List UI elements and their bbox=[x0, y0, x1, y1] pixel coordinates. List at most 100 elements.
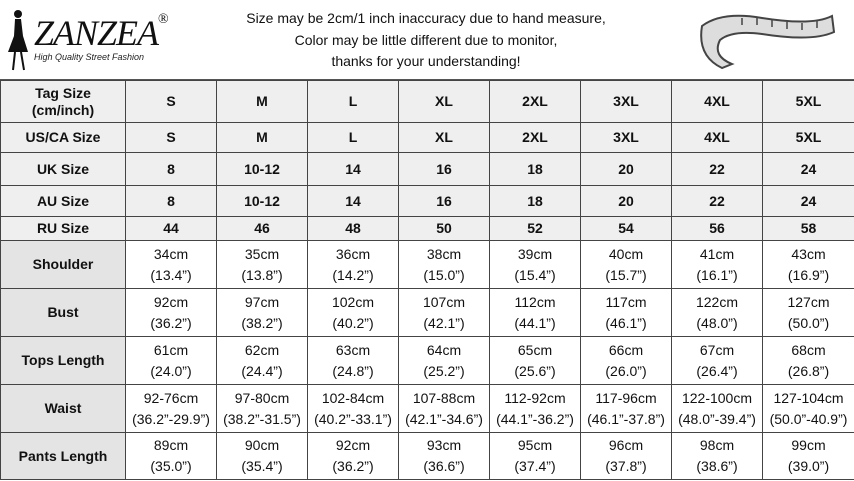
table-cell: 44 bbox=[125, 216, 217, 241]
cell-line: (15.4”) bbox=[514, 266, 556, 283]
cell-line: (44.1”-36.2”) bbox=[496, 410, 574, 427]
table-cell: 89cm (35.0”) bbox=[125, 432, 217, 480]
cell-line: 39cm bbox=[517, 245, 553, 262]
cell-line: (26.0”) bbox=[605, 362, 647, 379]
size-table: Tag Size (cm/inch) S M L XL 2XL 3XL 4XL 5XL US/CA … bbox=[0, 80, 854, 480]
table-cell: 5XL bbox=[762, 122, 854, 153]
row-label: Bust bbox=[0, 288, 126, 337]
table-row: US/CA Size S M L XL 2XL 3XL 4XL 5XL bbox=[0, 122, 854, 153]
cell-line: XL bbox=[435, 93, 453, 109]
cell-line: 2XL bbox=[522, 129, 548, 145]
cell-line: (42.1”-34.6”) bbox=[405, 410, 483, 427]
table-cell: 107-88cm (42.1”-34.6”) bbox=[398, 384, 490, 433]
cell-line: RU Size bbox=[36, 220, 90, 236]
cell-line: 8 bbox=[167, 160, 175, 177]
cell-line: (15.0”) bbox=[423, 266, 465, 283]
cell-line: (35.0”) bbox=[150, 458, 192, 474]
table-cell: 122-100cm (48.0”-39.4”) bbox=[671, 384, 763, 433]
table-cell: 39cm (15.4”) bbox=[489, 240, 581, 289]
tape-measure-icon bbox=[700, 14, 836, 70]
cell-line: 22 bbox=[709, 160, 725, 177]
cell-line: (16.9”) bbox=[787, 266, 830, 283]
table-cell: 5XL bbox=[762, 80, 854, 123]
table-row: UK Size 8 10-12 14 16 18 20 22 24 bbox=[0, 152, 854, 186]
cell-line: 3XL bbox=[613, 129, 639, 145]
row-label: Shoulder bbox=[0, 240, 126, 289]
cell-line: 4XL bbox=[704, 93, 730, 109]
table-cell: 97-80cm (38.2”-31.5”) bbox=[216, 384, 308, 433]
table-cell: 112cm (44.1”) bbox=[489, 288, 581, 337]
cell-line: (38.2”) bbox=[241, 314, 283, 331]
cell-line: 64cm bbox=[426, 341, 462, 358]
table-cell: 93cm (36.6”) bbox=[398, 432, 490, 480]
cell-line: AU Size bbox=[36, 192, 90, 209]
cell-line: 93cm bbox=[426, 437, 462, 453]
brand-name: ZANZEA bbox=[34, 13, 159, 53]
cell-line: Tag Size bbox=[35, 84, 91, 101]
cell-line: 24 bbox=[800, 160, 817, 177]
cell-line: (24.0”) bbox=[150, 362, 192, 379]
cell-line: Shoulder bbox=[32, 256, 94, 272]
cell-line: 58 bbox=[800, 220, 817, 236]
table-cell: 24 bbox=[762, 152, 854, 186]
table-cell: 8 bbox=[125, 152, 217, 186]
table-cell: 92cm (36.2”) bbox=[125, 288, 217, 337]
table-cell: 67cm (26.4”) bbox=[671, 336, 763, 385]
cell-line: 66cm bbox=[608, 341, 644, 358]
cell-line: (46.1”-37.8”) bbox=[587, 410, 665, 427]
cell-line: 90cm bbox=[244, 437, 280, 453]
row-label: UK Size bbox=[0, 152, 126, 186]
table-cell: 14 bbox=[307, 185, 399, 217]
cell-line: 61cm bbox=[153, 341, 189, 358]
notice: Size may be 2cm/1 inch inaccuracy due to… bbox=[200, 8, 652, 73]
cell-line: 46 bbox=[254, 220, 270, 236]
cell-line: (36.2”) bbox=[332, 458, 374, 474]
cell-line: (36.2”) bbox=[150, 314, 192, 331]
cell-line: 48 bbox=[345, 220, 361, 236]
cell-line: (16.1”) bbox=[696, 266, 738, 283]
table-cell: 22 bbox=[671, 185, 763, 217]
table-row: Bust 92cm (36.2”) 97cm (38.2”) 102cm (40.2”) 10… bbox=[0, 288, 854, 337]
cell-line: 16 bbox=[436, 192, 452, 209]
row-label: Tag Size (cm/inch) bbox=[0, 80, 126, 123]
cell-line: 8 bbox=[167, 192, 175, 209]
cell-line: (14.2”) bbox=[332, 266, 374, 283]
table-cell: 107cm (42.1”) bbox=[398, 288, 490, 337]
tagline: High Quality Street Fashion bbox=[34, 52, 145, 62]
notice-line: thanks for your understanding! bbox=[331, 53, 521, 69]
cell-line: 2XL bbox=[522, 93, 548, 109]
table-cell: 66cm (26.0”) bbox=[580, 336, 672, 385]
cell-line: (46.1”) bbox=[605, 314, 647, 331]
header: ZANZEA® High Quality Street Fashion Size… bbox=[0, 0, 854, 80]
table-cell: 96cm (37.8”) bbox=[580, 432, 672, 480]
table-cell: 62cm (24.4”) bbox=[216, 336, 308, 385]
cell-line: Waist bbox=[44, 400, 82, 416]
table-cell: 4XL bbox=[671, 80, 763, 123]
cell-line: 14 bbox=[345, 160, 361, 177]
cell-line: 98cm bbox=[699, 437, 735, 453]
registered-mark: ® bbox=[158, 12, 169, 27]
cell-line: 65cm bbox=[517, 341, 553, 358]
cell-line: 112cm bbox=[514, 293, 556, 310]
cell-line: 18 bbox=[527, 160, 543, 177]
table-cell: 102cm (40.2”) bbox=[307, 288, 399, 337]
cell-line: 122cm bbox=[695, 293, 739, 310]
cell-line: 5XL bbox=[795, 93, 822, 109]
table-cell: 50 bbox=[398, 216, 490, 241]
table-cell: 36cm (14.2”) bbox=[307, 240, 399, 289]
cell-line: L bbox=[348, 93, 358, 109]
table-cell: 40cm (15.7”) bbox=[580, 240, 672, 289]
table-cell: 14 bbox=[307, 152, 399, 186]
table-cell: 98cm (38.6”) bbox=[671, 432, 763, 480]
cell-line: 38cm bbox=[426, 245, 462, 262]
cell-line: 36cm bbox=[335, 245, 371, 262]
table-row: AU Size 8 10-12 14 16 18 20 22 24 bbox=[0, 185, 854, 217]
cell-line: 35cm bbox=[244, 245, 280, 262]
cell-line: (40.2”) bbox=[332, 314, 374, 331]
cell-line: L bbox=[348, 129, 358, 145]
cell-line: (cm/inch) bbox=[31, 101, 95, 118]
cell-line: 20 bbox=[618, 160, 634, 177]
table-cell: XL bbox=[398, 122, 490, 153]
row-label: RU Size bbox=[0, 216, 126, 241]
cell-line: 54 bbox=[618, 220, 634, 236]
